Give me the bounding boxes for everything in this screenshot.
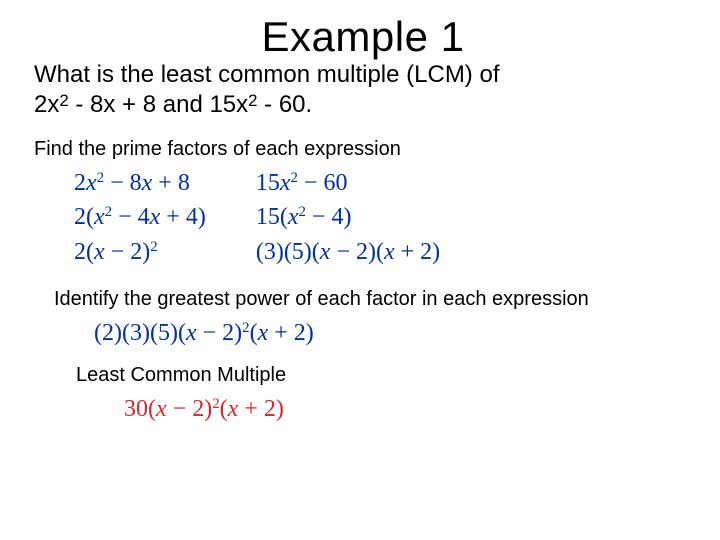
expr-left-1: 2x2 − 8x + 8 xyxy=(74,167,206,199)
t: − 2) xyxy=(203,320,243,346)
t: − 2) xyxy=(173,396,213,422)
t: (3)(5)( xyxy=(256,239,320,265)
t: x xyxy=(280,170,291,196)
factor-col-right: 15x2 − 60 15(x2 − 4) (3)(5)(x − 2)(x + 2… xyxy=(256,167,440,268)
q-expr-a-pre: 2x xyxy=(34,91,59,118)
step-lcm-label: Least Common Multiple xyxy=(76,364,692,387)
t: 15( xyxy=(256,204,288,230)
expr-left-2: 2(x2 − 4x + 4) xyxy=(74,201,206,233)
step-prime-factors: Find the prime factors of each expressio… xyxy=(34,138,692,161)
expr-right-2: 15(x2 − 4) xyxy=(256,201,440,233)
t: + 2) xyxy=(244,396,284,422)
t: x xyxy=(94,239,105,265)
expr-right-1: 15x2 − 60 xyxy=(256,167,440,199)
t: x xyxy=(186,320,197,346)
t: x xyxy=(156,396,167,422)
expr-left-3: 2(x − 2)2 xyxy=(74,236,206,268)
t: 2 xyxy=(74,170,86,196)
t: x xyxy=(142,170,153,196)
t: x xyxy=(258,320,269,346)
q-expr-rest: - 60. xyxy=(258,91,313,118)
expr-right-3: (3)(5)(x − 2)(x + 2) xyxy=(256,236,440,268)
question-text: What is the least common multiple (LCM) … xyxy=(34,60,692,120)
factor-col-left: 2x2 − 8x + 8 2(x2 − 4x + 4) 2(x − 2)2 xyxy=(74,167,206,268)
t: 2 xyxy=(105,204,112,220)
lcm-result: 30(x − 2)2(x + 2) xyxy=(124,393,692,425)
t: x xyxy=(150,204,161,230)
t: − 8 xyxy=(110,170,142,196)
t: x xyxy=(288,204,299,230)
t: 2 xyxy=(290,170,297,186)
t: x xyxy=(94,204,105,230)
page-title: Example 1 xyxy=(34,16,692,58)
t: (2)(3)(5)( xyxy=(94,320,186,346)
t: x xyxy=(384,239,395,265)
t: 2 xyxy=(212,395,219,411)
q-expr-b-sup: 2 xyxy=(248,91,257,110)
t: x xyxy=(320,239,331,265)
t: 15 xyxy=(256,170,280,196)
step-greatest-power: Identify the greatest power of each fact… xyxy=(54,288,692,311)
t: 2 xyxy=(97,170,104,186)
t: + 2) xyxy=(401,239,441,265)
t: − 60 xyxy=(304,170,348,196)
factor-columns: 2x2 − 8x + 8 2(x2 − 4x + 4) 2(x − 2)2 15… xyxy=(74,167,692,268)
t: − 4) xyxy=(312,204,352,230)
q-expr-mid: - 8x + 8 and 15x xyxy=(69,91,248,118)
t: 2 xyxy=(298,204,305,220)
combined-factors: (2)(3)(5)(x − 2)2(x + 2) xyxy=(94,317,692,349)
t: − 2) xyxy=(111,239,151,265)
t: − 4 xyxy=(118,204,150,230)
t: 2 xyxy=(242,320,249,336)
question-expr: 2x2 - 8x + 8 and 15x2 - 60. xyxy=(34,91,312,118)
t: ( xyxy=(220,396,228,422)
t: x xyxy=(228,396,239,422)
t: 2( xyxy=(74,204,94,230)
t: + 4) xyxy=(166,204,206,230)
t: 2( xyxy=(74,239,94,265)
question-line1: What is the least common multiple (LCM) … xyxy=(34,61,499,88)
t: ( xyxy=(250,320,258,346)
t: + 8 xyxy=(158,170,190,196)
q-expr-a-sup: 2 xyxy=(59,91,68,110)
t: − 2)( xyxy=(336,239,384,265)
t: + 2) xyxy=(274,320,314,346)
t: 2 xyxy=(150,239,157,255)
t: 30( xyxy=(124,396,156,422)
t: x xyxy=(86,170,97,196)
slide: Example 1 What is the least common multi… xyxy=(0,0,720,540)
